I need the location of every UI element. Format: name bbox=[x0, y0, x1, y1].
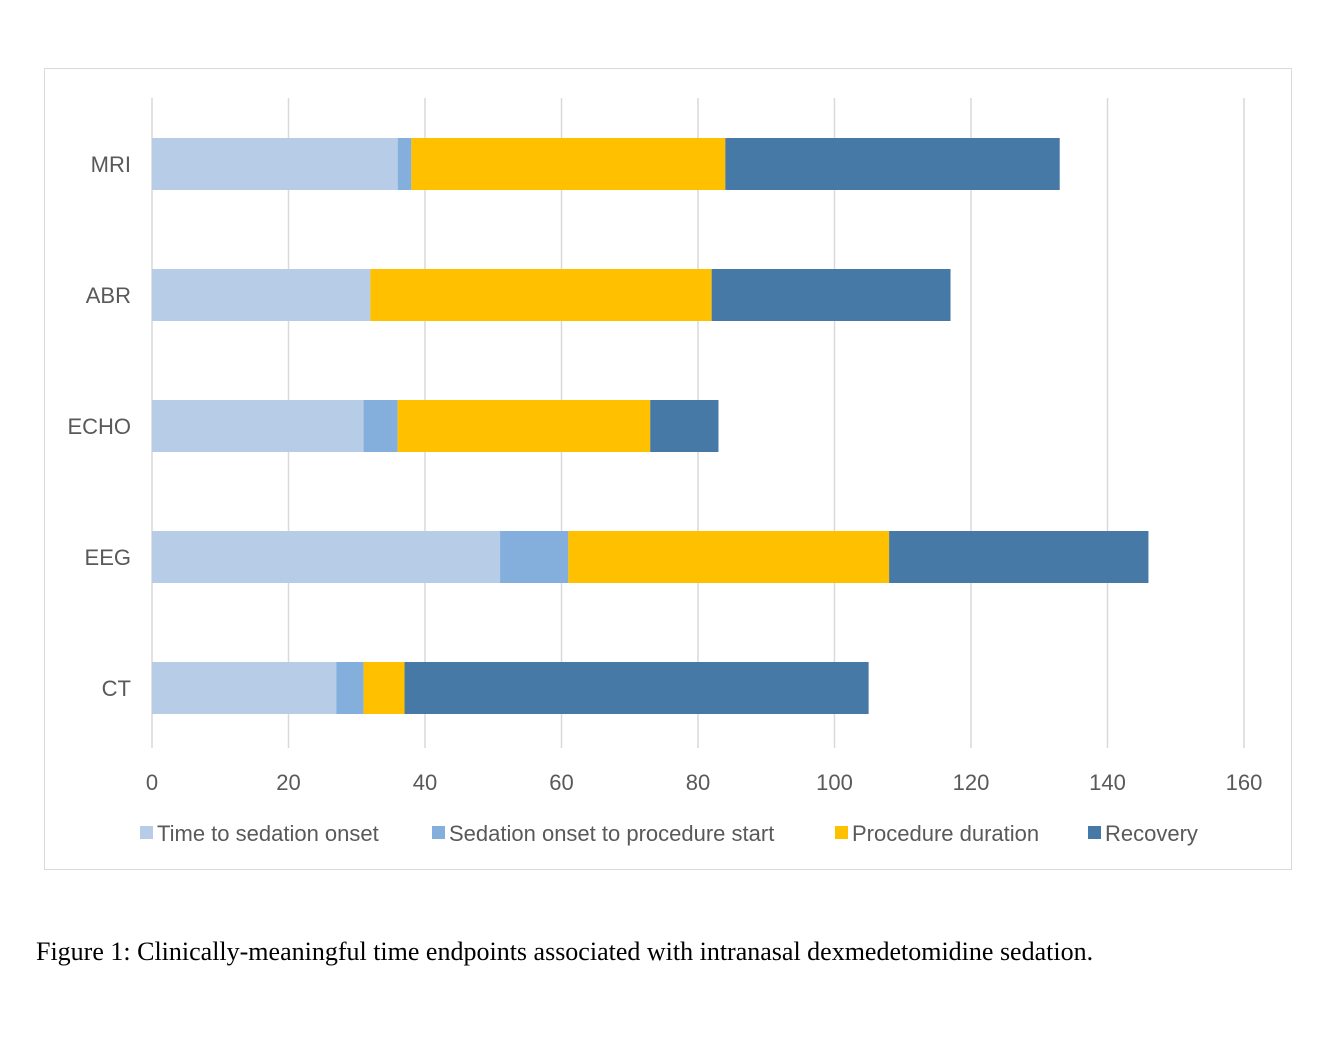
legend-label: Recovery bbox=[1105, 821, 1198, 846]
bars bbox=[152, 138, 1149, 714]
category-label: ABR bbox=[86, 283, 131, 308]
x-tick-label: 160 bbox=[1226, 770, 1263, 795]
chart-frame bbox=[44, 68, 1292, 870]
bar-segment bbox=[397, 400, 651, 452]
x-tick-label: 140 bbox=[1089, 770, 1126, 795]
bar-segment bbox=[336, 662, 364, 714]
bar-segment bbox=[152, 662, 337, 714]
category-label: ECHO bbox=[67, 414, 131, 439]
category-label: EEG bbox=[85, 545, 131, 570]
y-axis-categories: MRI ABR ECHO EEG CT bbox=[67, 152, 131, 701]
bar-segment bbox=[889, 531, 1149, 583]
bar-segment bbox=[397, 138, 412, 190]
x-tick-label: 60 bbox=[549, 770, 573, 795]
bar-segment bbox=[650, 400, 719, 452]
bar-segment bbox=[711, 269, 951, 321]
bar-segment bbox=[152, 138, 398, 190]
x-tick-label: 0 bbox=[146, 770, 158, 795]
bar-segment bbox=[725, 138, 1060, 190]
x-tick-label: 80 bbox=[686, 770, 710, 795]
bar-segment bbox=[363, 662, 405, 714]
bar-segment bbox=[411, 138, 726, 190]
gridlines bbox=[151, 98, 1245, 748]
legend-swatch bbox=[1088, 826, 1101, 839]
x-tick-label: 120 bbox=[953, 770, 990, 795]
x-axis-ticks: 0 20 40 60 80 100 120 140 160 bbox=[146, 770, 1262, 795]
x-tick-label: 40 bbox=[413, 770, 437, 795]
bar-segment bbox=[370, 269, 712, 321]
x-tick-label: 100 bbox=[816, 770, 853, 795]
figure-caption: Figure 1: Clinically-meaningful time end… bbox=[36, 937, 1094, 966]
legend-label: Procedure duration bbox=[852, 821, 1039, 846]
legend-label: Time to sedation onset bbox=[157, 821, 379, 846]
legend-swatch bbox=[835, 826, 848, 839]
bar-segment bbox=[152, 531, 501, 583]
bar-segment bbox=[568, 531, 890, 583]
legend-label: Sedation onset to procedure start bbox=[449, 821, 774, 846]
bar-segment bbox=[363, 400, 398, 452]
bar-segment bbox=[152, 269, 371, 321]
bar-segment bbox=[152, 400, 364, 452]
x-tick-label: 20 bbox=[276, 770, 300, 795]
category-label: MRI bbox=[91, 152, 131, 177]
legend-swatch bbox=[140, 826, 153, 839]
legend-swatch bbox=[432, 826, 445, 839]
legend: Time to sedation onset Sedation onset to … bbox=[140, 821, 1198, 846]
bar-segment bbox=[404, 662, 869, 714]
bar-segment bbox=[500, 531, 569, 583]
category-label: CT bbox=[102, 676, 131, 701]
